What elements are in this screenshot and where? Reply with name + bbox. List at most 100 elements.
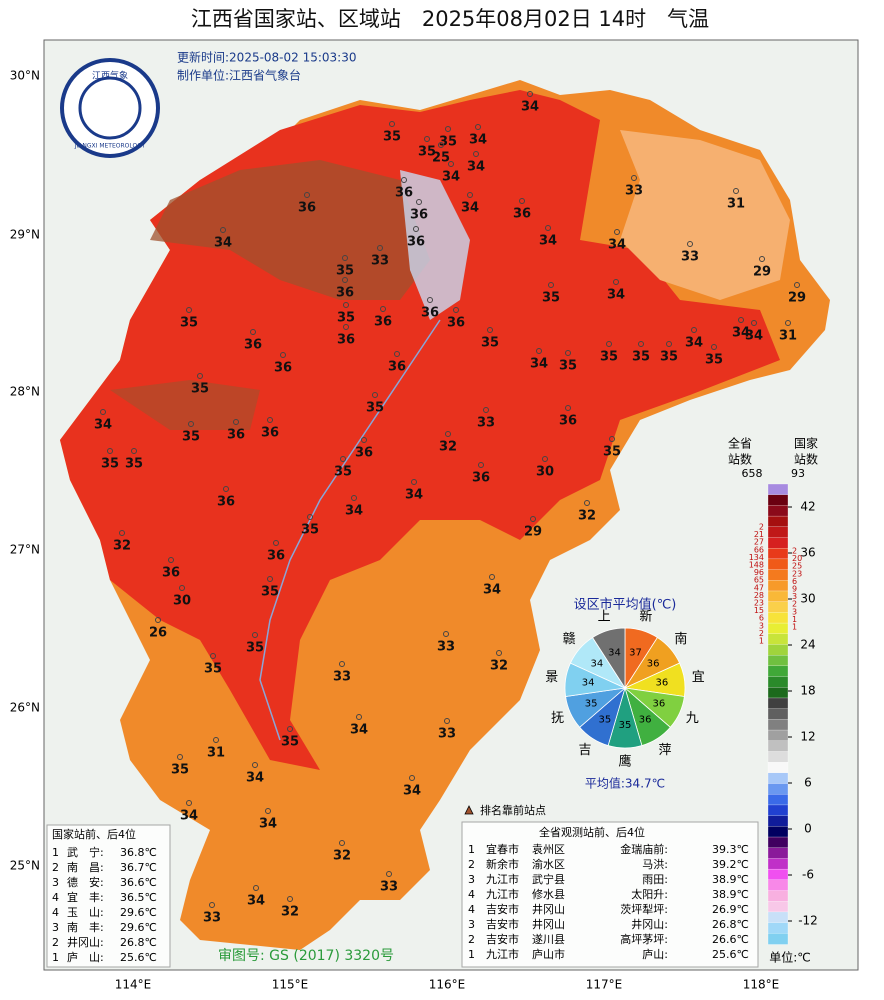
station-dot <box>213 737 219 743</box>
pie-value: 35 <box>599 714 612 725</box>
colorbar-cell <box>767 515 789 528</box>
station-dot <box>565 405 571 411</box>
station-dot <box>438 142 444 148</box>
station-dot <box>377 245 383 251</box>
station-value: 34 <box>442 170 460 185</box>
station-dot <box>280 352 286 358</box>
pie-value: 37 <box>629 647 642 658</box>
colorbar-cell <box>767 815 789 827</box>
station-value: 35 <box>204 662 222 677</box>
station-value: 35 <box>261 585 279 600</box>
station-value: 32 <box>490 659 508 674</box>
colorbar-cell <box>767 665 789 678</box>
station-dot <box>343 324 349 330</box>
station-dot <box>738 317 744 323</box>
station-dot <box>527 91 533 97</box>
station-value: 34 <box>685 336 703 351</box>
station-value: 36 <box>217 495 235 510</box>
station-value: 32 <box>333 849 351 864</box>
station-dot <box>339 661 345 667</box>
table-cell: 雨田: <box>642 873 668 886</box>
lon-label: 115°E <box>272 978 309 992</box>
station-value: 35 <box>337 311 355 326</box>
station-dot <box>342 255 348 261</box>
station-value: 35 <box>336 264 354 279</box>
station-dot <box>445 126 451 132</box>
count-all: 27 <box>754 538 764 547</box>
count-all: 1 <box>759 637 764 646</box>
station-dot <box>785 320 791 326</box>
table-cell: 井冈山 <box>532 917 565 931</box>
station-dot <box>606 341 612 347</box>
station-value: 31 <box>207 746 225 761</box>
station-dot <box>253 885 259 891</box>
station-dot <box>409 775 415 781</box>
colorbar-cell <box>767 847 789 860</box>
table-cell: 2 <box>468 933 475 946</box>
station-dot <box>401 177 407 183</box>
station-dot <box>475 124 481 130</box>
colorbar-cell <box>767 644 789 656</box>
station-dot <box>386 871 392 877</box>
station-value: 36 <box>472 471 490 486</box>
station-value: 33 <box>625 184 643 199</box>
colorbar-cell <box>767 494 789 507</box>
colorbar-cell <box>767 676 789 688</box>
pie-value: 36 <box>652 698 665 709</box>
hotter-area <box>150 160 430 300</box>
table-cell: 3 <box>468 918 475 931</box>
station-dot <box>453 307 459 313</box>
station-value: 36 <box>244 338 262 353</box>
table-cell: 庐山市 <box>532 947 565 961</box>
colorbar-cell <box>767 911 789 924</box>
warm-area <box>620 130 790 300</box>
station-value: 34 <box>539 234 557 249</box>
station-value: 34 <box>461 201 479 216</box>
count-nat: 2 <box>792 600 797 609</box>
station-value: 35 <box>481 336 499 351</box>
table-cell: 2 <box>468 858 475 871</box>
station-dot <box>342 277 348 283</box>
pie-value: 36 <box>639 714 652 725</box>
station-value: 35 <box>125 457 143 472</box>
colorbar-cell <box>767 569 789 581</box>
producer: 制作单位:江西省气象台 <box>177 68 301 83</box>
count-nat: 9 <box>792 585 797 594</box>
station-value: 30 <box>173 594 191 609</box>
map-approval: 审图号: GS (2017) 3320号 <box>218 948 394 964</box>
table-cell: 金瑞庙前: <box>620 842 668 856</box>
station-dot <box>613 279 619 285</box>
colorbar-cell <box>767 858 789 870</box>
table-cell: 吉安市 <box>486 917 519 931</box>
station-value: 29 <box>524 525 542 540</box>
station-dot <box>794 282 800 288</box>
station-dot <box>351 495 357 501</box>
colorbar-cell <box>767 901 789 913</box>
station-dot <box>519 198 525 204</box>
table-cell: 3 <box>52 876 59 889</box>
table-cell: 宜春市 <box>486 842 519 856</box>
station-value: 36 <box>513 207 531 222</box>
station-value: 35 <box>559 359 577 374</box>
station-dot <box>416 199 422 205</box>
station-value: 35 <box>281 735 299 750</box>
station-value: 33 <box>371 254 389 269</box>
station-dot <box>307 514 313 520</box>
station-dot <box>131 448 137 454</box>
lon-label: 118°E <box>743 978 780 992</box>
colorbar-cell <box>767 697 789 710</box>
station-value: 34 <box>345 504 363 519</box>
table-cell: 茨坪犁坪: <box>620 902 668 916</box>
station-value: 35 <box>334 465 352 480</box>
station-value: 32 <box>578 509 596 524</box>
station-dot <box>496 650 502 656</box>
table-cell: 36.5℃ <box>120 891 157 904</box>
station-dot <box>252 762 258 768</box>
colorbar-cell <box>767 558 789 571</box>
pie-label: 九 <box>686 711 699 726</box>
station-dot <box>223 486 229 492</box>
station-value: 35 <box>418 145 436 160</box>
station-value: 33 <box>681 250 699 265</box>
logo-text: 江西气象 <box>92 70 128 82</box>
station-dot <box>487 327 493 333</box>
